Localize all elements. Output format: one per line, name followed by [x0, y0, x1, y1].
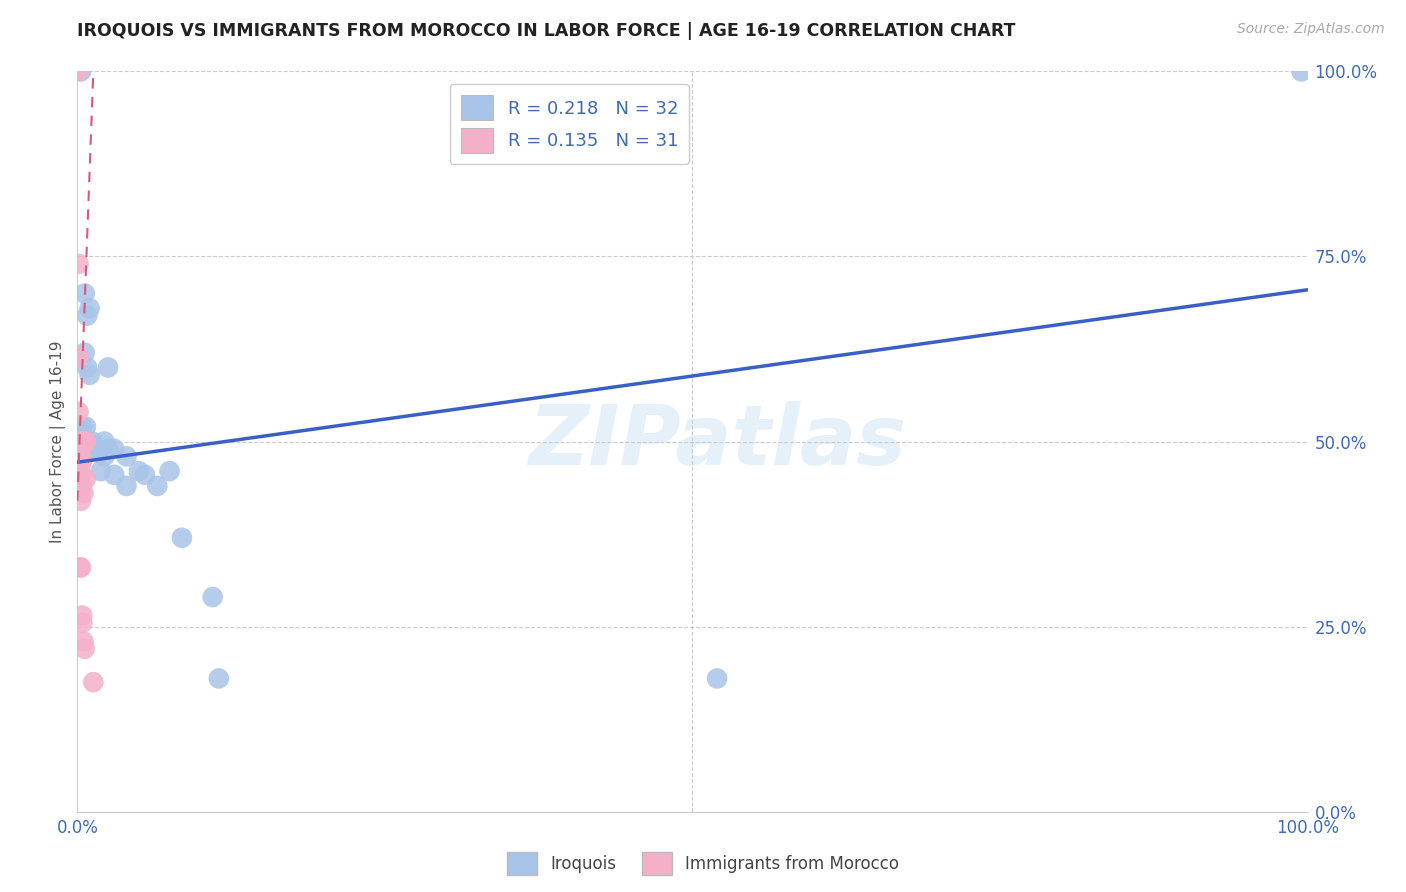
Point [115, 450, 138, 464]
Point [69, 560, 91, 574]
Point [67, 405, 90, 419]
Point [70, 442, 93, 456]
Legend: Iroquois, Immigrants from Morocco: Iroquois, Immigrants from Morocco [501, 845, 905, 882]
Point [67, 457, 90, 471]
Point [70, 608, 93, 623]
Point [67, 442, 90, 456]
Point [79, 301, 101, 316]
Point [75, 419, 97, 434]
Point [208, 672, 231, 686]
Point [93, 450, 115, 464]
Point [70, 419, 93, 434]
Point [72, 434, 94, 449]
Point [67, 64, 90, 78]
Point [1291, 64, 1313, 78]
Point [90, 464, 112, 478]
Point [70, 453, 93, 467]
Point [128, 464, 150, 478]
Point [70, 479, 93, 493]
Point [75, 471, 97, 485]
Point [170, 531, 193, 545]
Point [103, 467, 125, 482]
Point [67, 464, 90, 478]
Point [70, 615, 93, 630]
Point [75, 434, 97, 449]
Point [67, 350, 90, 364]
Point [70, 457, 93, 471]
Point [73, 641, 96, 656]
Text: ZIPatlas: ZIPatlas [529, 401, 905, 482]
Point [69, 434, 91, 449]
Text: Source: ZipAtlas.com: Source: ZipAtlas.com [1237, 22, 1385, 37]
Point [115, 479, 138, 493]
Point [82, 434, 104, 449]
Point [706, 672, 728, 686]
Point [93, 434, 115, 449]
Point [70, 64, 93, 78]
Point [70, 434, 93, 449]
Point [67, 434, 90, 449]
Point [84, 442, 107, 456]
Point [69, 453, 91, 467]
Point [79, 368, 101, 382]
Point [70, 493, 93, 508]
Point [70, 434, 93, 449]
Point [146, 479, 169, 493]
Text: IROQUOIS VS IMMIGRANTS FROM MOROCCO IN LABOR FORCE | AGE 16-19 CORRELATION CHART: IROQUOIS VS IMMIGRANTS FROM MOROCCO IN L… [77, 22, 1015, 40]
Point [70, 467, 93, 482]
Point [89, 445, 111, 459]
Point [73, 286, 96, 301]
Legend: R = 0.218   N = 32, R = 0.135   N = 31: R = 0.218 N = 32, R = 0.135 N = 31 [450, 84, 689, 164]
Point [201, 590, 224, 604]
Point [72, 486, 94, 500]
Point [70, 419, 93, 434]
Point [67, 257, 90, 271]
Point [82, 675, 104, 690]
Point [76, 360, 98, 375]
Point [134, 467, 156, 482]
Y-axis label: In Labor Force | Age 16-19: In Labor Force | Age 16-19 [51, 340, 66, 543]
Point [67, 438, 90, 452]
Point [82, 438, 104, 452]
Point [76, 309, 98, 323]
Point [72, 634, 94, 648]
Point [73, 345, 96, 359]
Point [69, 467, 91, 482]
Point [70, 560, 93, 574]
Point [97, 442, 120, 456]
Point [97, 360, 120, 375]
Point [103, 442, 125, 456]
Point [159, 464, 181, 478]
